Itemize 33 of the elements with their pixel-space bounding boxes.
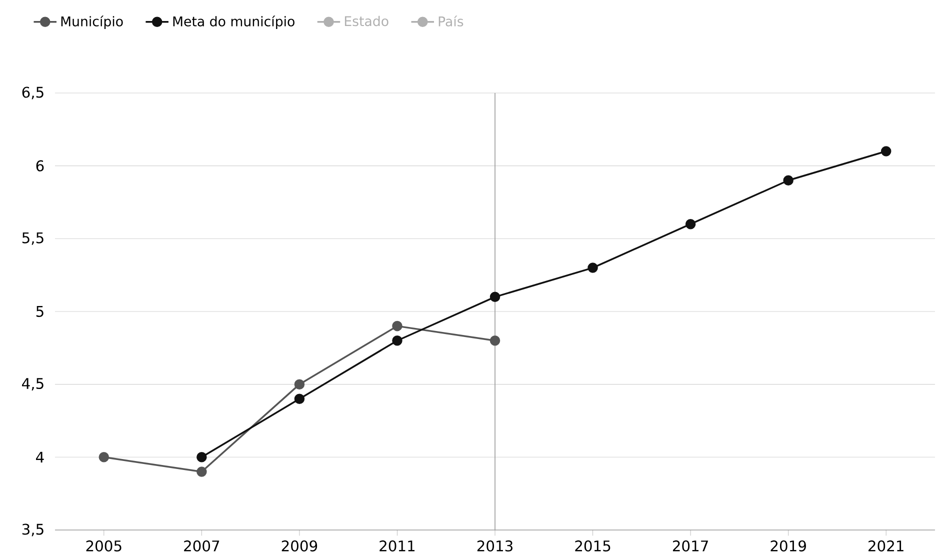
x-tick-label: 2007 (184, 540, 220, 552)
point (490, 335, 500, 346)
x-tick-label: 2009 (282, 540, 318, 552)
point (588, 262, 598, 273)
y-tick-label: 6,5 (22, 86, 44, 100)
point (783, 175, 794, 186)
point (294, 394, 305, 404)
point (685, 218, 696, 230)
x-tick-label: 2017 (672, 540, 708, 552)
x-tick-label: 2019 (770, 540, 806, 552)
legend-label: Estado (344, 16, 388, 26)
x-tick-label: 2011 (380, 540, 415, 552)
y-tick-label: 3,5 (22, 524, 44, 536)
point (294, 379, 305, 390)
y-tick-label: 5,5 (22, 232, 44, 245)
point (392, 335, 402, 346)
x-tick-label: 2005 (86, 540, 122, 552)
x-tick-label: 2021 (868, 540, 904, 552)
point (196, 452, 207, 462)
y-tick-label: 5 (36, 306, 44, 317)
legend-label: Município (61, 16, 123, 30)
y-tick-label: 6 (36, 160, 44, 172)
legend-label: Meta do município (173, 16, 294, 30)
x-tick-label: 2013 (477, 540, 512, 552)
point (490, 292, 500, 302)
point (880, 146, 892, 156)
legend-label: País (438, 16, 464, 26)
x-tick-label: 2015 (575, 540, 610, 552)
point (392, 320, 402, 332)
point (98, 452, 110, 462)
y-tick-label: 4 (36, 452, 44, 462)
point (196, 466, 207, 477)
y-tick-label: 4,5 (22, 378, 44, 391)
